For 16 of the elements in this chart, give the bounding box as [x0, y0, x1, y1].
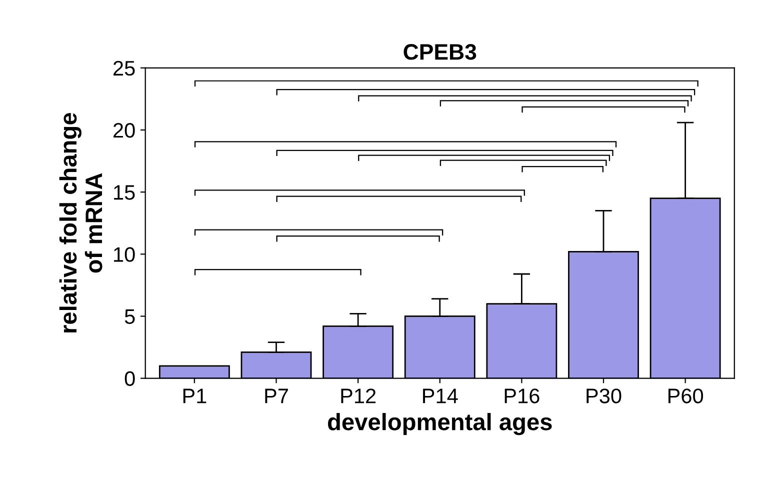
y-tick-label: 25	[114, 60, 135, 76]
x-tick-label: P14	[423, 388, 458, 404]
x-tick-label: P1	[183, 388, 206, 404]
y-tick-label: 0	[124, 371, 135, 386]
x-tick-label: P30	[586, 388, 622, 404]
y-tick-label: 5	[124, 309, 135, 324]
y-axis-title: relative fold change of mRNA	[59, 113, 102, 332]
x-tick-label: P60	[668, 388, 704, 404]
x-tick-label: P12	[341, 388, 376, 404]
y-tick-label: 15	[114, 185, 135, 200]
y-tick-label: 20	[114, 122, 135, 138]
x-tick-label: P7	[265, 388, 288, 404]
y-tick-label: 10	[114, 247, 135, 262]
x-axis-title: developmental ages	[328, 413, 552, 436]
chart-title: CPEB3	[404, 44, 476, 60]
x-tick-label: P16	[504, 388, 540, 404]
